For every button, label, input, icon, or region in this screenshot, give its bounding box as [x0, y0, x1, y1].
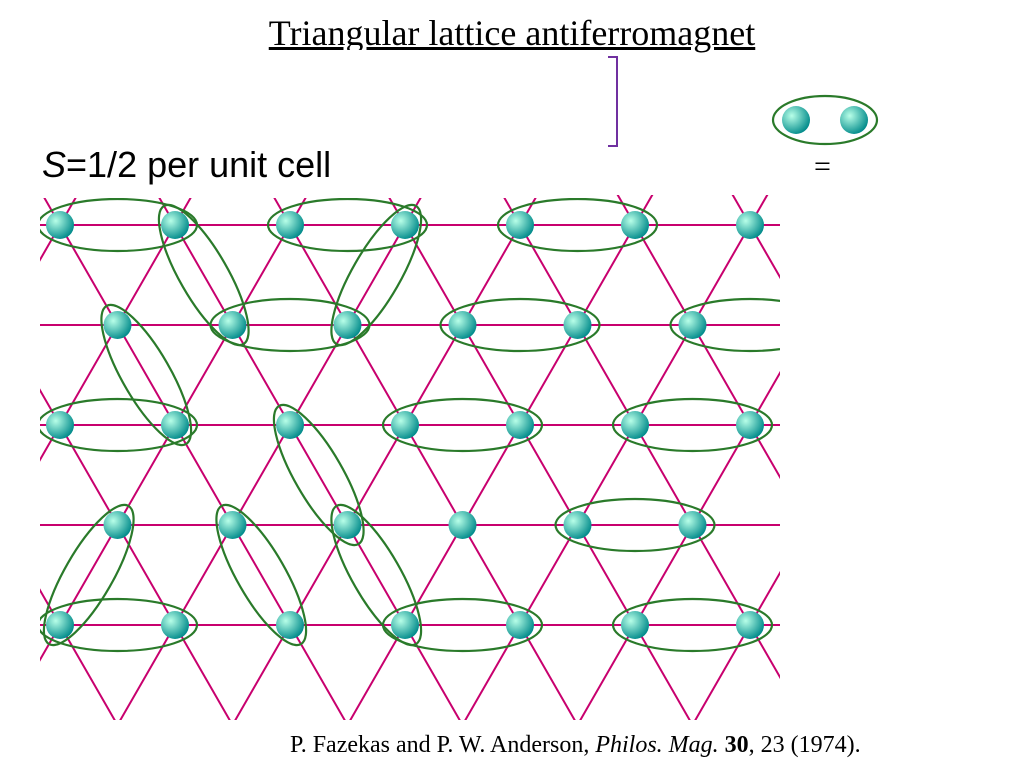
textbox-line3: S=1/2 per unit cell	[42, 144, 331, 186]
textbox-line3-rest: =1/2 per unit cell	[66, 144, 331, 185]
spin-symbol: S	[42, 144, 66, 185]
